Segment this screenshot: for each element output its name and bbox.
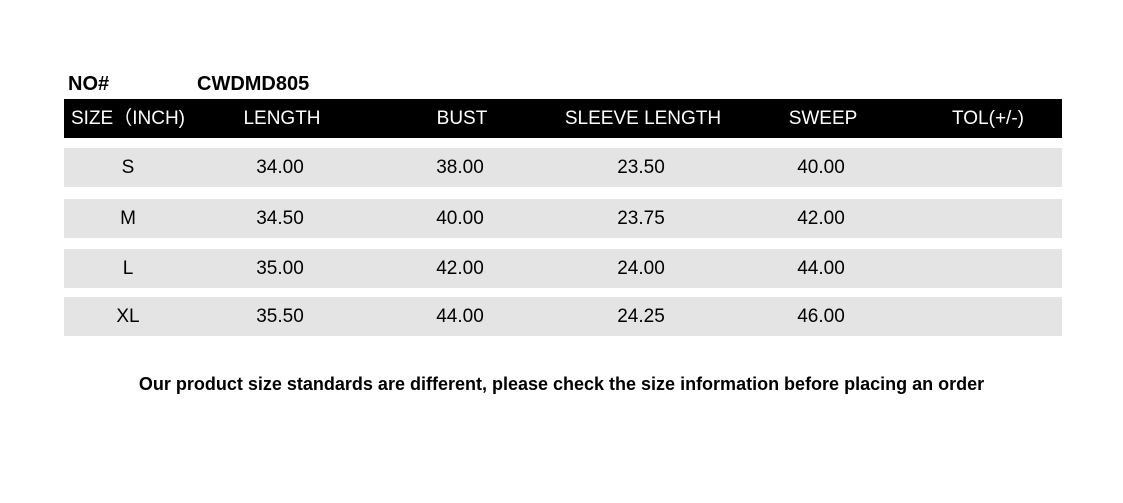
header-sweep: SWEEP — [788, 108, 858, 129]
cell-sweep: 40.00 — [797, 157, 845, 178]
cell-sweep: 46.00 — [797, 306, 845, 327]
cell-sweep: 44.00 — [797, 258, 845, 279]
cell-size: S — [121, 157, 135, 178]
table-row: S 34.00 38.00 23.50 40.00 — [64, 148, 1062, 187]
cell-bust: 44.00 — [436, 306, 484, 327]
cell-bust: 42.00 — [436, 258, 484, 279]
cell-size: L — [122, 258, 134, 279]
cell-size: XL — [116, 306, 140, 327]
cell-size: M — [120, 208, 136, 229]
cell-sleeve-length: 23.75 — [617, 208, 665, 229]
product-no-label: NO# — [68, 73, 110, 95]
table-row: L 35.00 42.00 24.00 44.00 — [64, 249, 1062, 288]
header-sleeve-length: SLEEVE LENGTH — [564, 108, 722, 129]
cell-sleeve-length: 24.00 — [617, 258, 665, 279]
table-row: XL 35.50 44.00 24.25 46.00 — [64, 297, 1062, 336]
cell-bust: 40.00 — [436, 208, 484, 229]
table-row: M 34.50 40.00 23.75 42.00 — [64, 199, 1062, 238]
header-length: LENGTH — [243, 108, 321, 129]
header-size: SIZE（INCH) — [70, 108, 186, 129]
cell-length: 34.50 — [256, 208, 304, 229]
table-header: SIZE（INCH) LENGTH BUST SLEEVE LENGTH SWE… — [64, 99, 1062, 138]
cell-sleeve-length: 24.25 — [617, 306, 665, 327]
cell-sleeve-length: 23.50 — [617, 157, 665, 178]
cell-length: 34.00 — [256, 157, 304, 178]
cell-length: 35.50 — [256, 306, 304, 327]
product-no-value: CWDMD805 — [197, 73, 310, 95]
header-bust: BUST — [436, 108, 488, 129]
cell-sweep: 42.00 — [797, 208, 845, 229]
cell-length: 35.00 — [256, 258, 304, 279]
header-tol: TOL(+/-) — [952, 108, 1024, 129]
size-note: Our product size standards are different… — [138, 374, 985, 394]
cell-bust: 38.00 — [436, 157, 484, 178]
